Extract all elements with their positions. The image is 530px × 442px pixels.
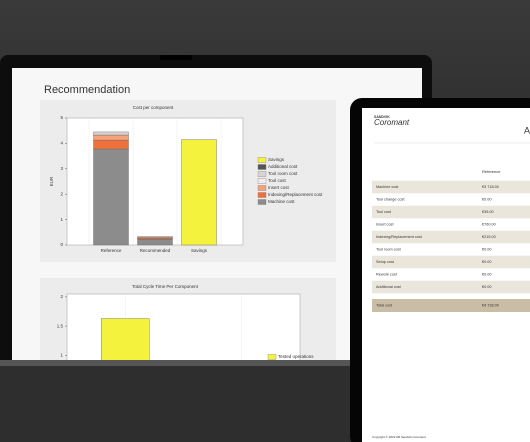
bar [93,139,129,150]
legend-label: Insert cost [268,185,290,190]
legend-swatch [257,192,267,198]
row-value: €0.00 [482,260,492,264]
row-shade [372,180,530,194]
row-value: €0.00 [482,285,492,289]
brand: SANDVIK [374,115,390,119]
row-value: €35.00 [482,210,494,214]
notch [160,55,192,60]
legend-swatch [257,164,267,170]
y-tick-label: 2 [60,191,63,196]
charts: Cost per component EUR 0 1 2 3 4 5 Reference Reco… [49,105,323,360]
total-value: €4 728.00 [482,304,499,308]
row-value: €760.00 [482,223,496,227]
tablet: SANDVIK Coromant A Reference Machine cos… [362,108,530,442]
legend-label: Tool room cost [268,171,298,176]
x-tick-label: Savings [191,248,208,253]
bar [93,131,129,136]
row-label: Tool room cost [376,248,402,252]
bar [93,134,129,141]
x-tick-label: Recommended [140,248,171,253]
y-tick-label: 4 [60,141,63,146]
row-label: Tool change cost [376,198,405,202]
laptop-base [0,360,440,442]
row-label: Machine cost [376,185,399,189]
legend-label: Additional cost [268,164,298,169]
row-label: Indexing/Replacement cost [376,235,423,239]
row-shade [372,280,530,294]
legend-swatch [257,178,267,184]
legend-swatch [257,171,267,177]
y-tick-label: 5 [60,115,63,120]
legend-swatch [267,354,277,360]
row-value: €0.00 [482,248,492,252]
row-shade [372,230,530,244]
bar [93,148,129,246]
row-label: Insert cost [376,223,394,227]
total-shade [372,299,530,312]
footer: Copyright © 2022 AB Sandvik Coromant [372,435,426,439]
row-shade [372,255,530,269]
bar [137,236,173,238]
y-tick-label: 1 [60,352,63,357]
column-header: Reference [482,169,501,174]
legend-label: Machine cost [268,199,295,204]
legend-label: Indexing/Replacement cost [268,192,323,197]
legend-label: Savings [268,157,285,162]
chart-title: Total Cycle Time Per Component [132,284,199,289]
row-value: €0.00 [482,198,492,202]
y-tick-label: 1.5 [57,323,64,328]
y-tick-label: 1 [60,217,63,222]
legend-swatch [257,199,267,205]
heading: A [524,125,530,135]
row-label: Tool cost [376,210,392,214]
legend-label: Tested operations [278,354,314,359]
legend-swatch [257,157,267,163]
row-label: Rework cost [376,273,398,277]
chart-title: Cost per component [133,105,174,110]
y-tick-label: 3 [60,166,63,171]
logo: Coromant [374,118,410,127]
y-tick-label: 0 [60,242,63,247]
table: Machine cost €3 718.00 Tool change cost €0.… [372,180,530,312]
legend-label: Tool cost [268,178,287,183]
total-label: Total cost [376,304,393,308]
y-axis-label: EUR [49,176,54,186]
row-label: Additional cost [376,285,402,289]
tablet-screen [362,108,530,442]
bar [101,318,150,360]
row-value: €215.00 [482,235,496,239]
page-title: Recommendation [44,84,130,96]
row-value: €0.00 [482,273,492,277]
laptop-edge [0,360,432,366]
x-tick-label: Reference [101,248,122,253]
bar [181,139,217,246]
row-shade [372,205,530,219]
legend-swatch [257,185,267,191]
row-value: €3 718.00 [482,185,499,189]
bar [137,239,173,246]
row-label: Setup cost [376,260,395,264]
y-tick-label: 2 [60,294,63,299]
